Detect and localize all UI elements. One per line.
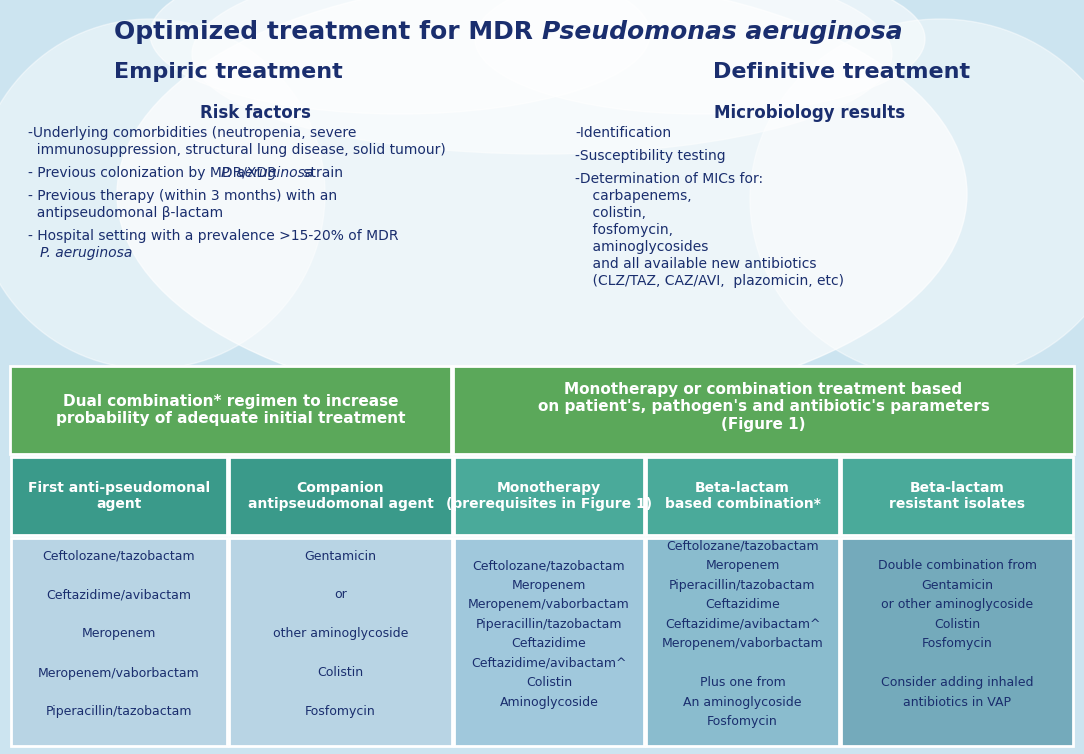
Bar [841,457,1073,535]
Text: -Determination of MICs for:: -Determination of MICs for: [575,172,763,186]
Ellipse shape [192,0,892,154]
Ellipse shape [475,0,925,114]
Text: fosfomycin,: fosfomycin, [575,223,673,237]
Text: (CLZ/TAZ, CAZ/AVI,  plazomicin, etc): (CLZ/TAZ, CAZ/AVI, plazomicin, etc) [575,274,844,288]
Text: First anti-pseudomonal
agent: First anti-pseudomonal agent [28,481,210,511]
Bar [10,366,451,454]
Bar [454,457,644,535]
Text: Ceftolozane/tazobactam

Ceftazidime/avibactam

Meropenem

Meropenem/vaborbactam
: Ceftolozane/tazobactam Ceftazidime/aviba… [38,550,199,719]
Bar [229,457,452,535]
Text: -Susceptibility testing: -Susceptibility testing [575,149,725,163]
Text: Empiric treatment: Empiric treatment [114,62,343,81]
Text: -Underlying comorbidities (neutropenia, severe: -Underlying comorbidities (neutropenia, … [28,126,357,140]
Text: - Previous therapy (within 3 months) with an: - Previous therapy (within 3 months) wit… [28,189,337,203]
Text: immunosuppression, structural lung disease, solid tumour): immunosuppression, structural lung disea… [28,143,446,157]
Text: carbapenems,: carbapenems, [575,189,692,203]
Text: Pseudomonas aeruginosa: Pseudomonas aeruginosa [542,20,903,44]
Text: - Previous colonization by MDR/XDR: - Previous colonization by MDR/XDR [28,166,281,180]
Ellipse shape [750,19,1084,379]
Text: Double combination from
Gentamicin
or other aminoglycoside
Colistin
Fosfomycin

: Double combination from Gentamicin or ot… [878,559,1036,709]
Text: - Hospital setting with a prevalence >15-20% of MDR: - Hospital setting with a prevalence >15… [28,229,399,243]
Text: P. aeruginosa: P. aeruginosa [221,166,313,180]
Bar [646,457,839,535]
Ellipse shape [117,0,967,409]
Text: Risk factors: Risk factors [199,104,310,122]
Text: Optimized treatment for MDR: Optimized treatment for MDR [114,20,542,44]
Text: Ceftolozane/tazobactam
Meropenem
Meropenem/vaborbactam
Piperacillin/tazobactam
C: Ceftolozane/tazobactam Meropenem Meropen… [468,559,630,709]
Bar [454,538,644,746]
Bar [229,538,452,746]
Text: P. aeruginosa: P. aeruginosa [40,246,132,260]
Text: Companion
antipseudomonal agent: Companion antipseudomonal agent [247,481,434,511]
Bar [11,538,227,746]
Text: Monotherapy
(prerequisites in Figure 1): Monotherapy (prerequisites in Figure 1) [446,481,653,511]
Text: antipseudomonal β-lactam: antipseudomonal β-lactam [28,206,223,220]
Text: Definitive treatment: Definitive treatment [713,62,970,81]
Bar [841,538,1073,746]
Bar [453,366,1074,454]
Text: Monotherapy or combination treatment based
on patient's, pathogen's and antibiot: Monotherapy or combination treatment bas… [538,382,990,432]
Text: strain: strain [299,166,343,180]
Text: and all available new antibiotics: and all available new antibiotics [575,257,816,271]
Bar [11,457,227,535]
Ellipse shape [150,0,650,114]
Text: Beta-lactam
resistant isolates: Beta-lactam resistant isolates [889,481,1025,511]
Text: Ceftolozane/tazobactam
Meropenem
Piperacillin/tazobactam
Ceftazidime
Ceftazidime: Ceftolozane/tazobactam Meropenem Piperac… [661,540,824,728]
Text: aminoglycosides: aminoglycosides [575,240,708,254]
Text: colistin,: colistin, [575,206,646,220]
Text: Microbiology results: Microbiology results [714,104,905,122]
Text: Beta-lactam
based combination*: Beta-lactam based combination* [664,481,821,511]
Text: Dual combination* regimen to increase
probability of adequate initial treatment: Dual combination* regimen to increase pr… [55,394,405,426]
Text: -Identification: -Identification [575,126,671,140]
Ellipse shape [0,19,325,369]
Bar [646,538,839,746]
Text: Gentamicin

or

other aminoglycoside

Colistin

Fosfomycin: Gentamicin or other aminoglycoside Colis… [273,550,409,719]
